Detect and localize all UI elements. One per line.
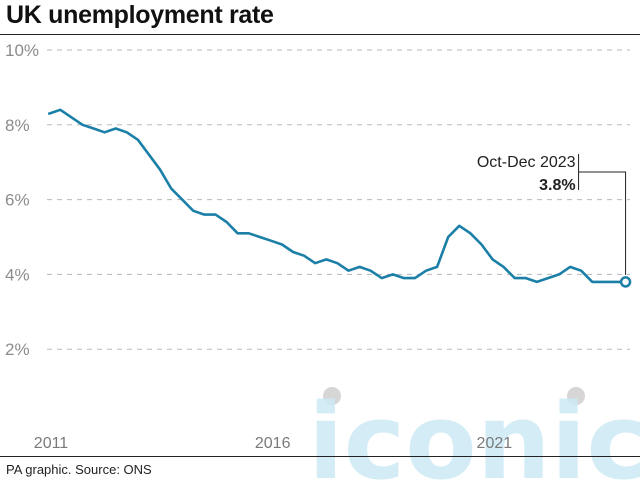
bottom-divider [0, 456, 640, 457]
y-tick-label: 6% [5, 191, 30, 210]
data-point [558, 273, 561, 276]
data-point [314, 262, 317, 265]
data-point [170, 187, 173, 190]
x-tick-label: 2016 [255, 435, 291, 452]
data-point [613, 281, 616, 284]
watermark-logo: iconic [308, 381, 640, 484]
y-tick-label: 8% [5, 116, 30, 135]
data-point [247, 232, 250, 235]
data-point [214, 213, 217, 216]
data-point [491, 258, 494, 261]
data-point [547, 277, 550, 280]
watermark-dot-left [323, 387, 341, 405]
annotation: Oct-Dec 2023 3.8% [477, 154, 632, 288]
data-point [392, 273, 395, 276]
data-point [192, 210, 195, 213]
data-point [347, 269, 350, 272]
data-point [292, 251, 295, 254]
data-point [369, 269, 372, 272]
annotation-period: Oct-Dec 2023 [477, 154, 576, 171]
data-point [591, 281, 594, 284]
x-axis-ticks: 2011 2016 2021 [34, 435, 512, 452]
data-point [281, 243, 284, 246]
data-point [569, 266, 572, 269]
y-tick-label: 10% [5, 41, 39, 60]
data-point [103, 131, 106, 134]
data-point [259, 236, 262, 239]
data-point [480, 243, 483, 246]
data-point [181, 198, 184, 201]
y-axis-ticks: 10% 8% 6% 4% 2% [5, 41, 39, 359]
data-point [81, 124, 84, 127]
data-point [270, 239, 273, 242]
y-tick-label: 2% [5, 340, 30, 359]
data-point [92, 127, 95, 130]
data-point [469, 232, 472, 235]
data-point [225, 221, 228, 224]
data-point [114, 127, 117, 130]
data-point [48, 112, 51, 115]
data-point [358, 266, 361, 269]
data-point [536, 281, 539, 284]
top-divider [0, 34, 640, 35]
data-point [70, 116, 73, 119]
data-point [525, 277, 528, 280]
annotation-leader [578, 154, 627, 275]
y-tick-label: 4% [5, 265, 30, 284]
data-point [602, 281, 605, 284]
data-point [425, 269, 428, 272]
data-point [236, 232, 239, 235]
series-line-0 [47, 108, 627, 284]
data-point [380, 277, 383, 280]
data-point [325, 258, 328, 261]
data-point [159, 168, 162, 171]
x-tick-label: 2021 [477, 435, 513, 452]
series-layer [47, 108, 627, 284]
data-point [126, 131, 129, 134]
source-note: PA graphic. Source: ONS [6, 462, 152, 477]
watermark-dot-right [567, 387, 585, 405]
data-point [336, 262, 339, 265]
data-point [303, 254, 306, 257]
data-point [447, 236, 450, 239]
data-point [203, 213, 206, 216]
data-point [414, 277, 417, 280]
data-point [436, 266, 439, 269]
data-point [59, 109, 62, 112]
data-point [580, 269, 583, 272]
x-tick-label: 2011 [34, 435, 69, 452]
latest-point-marker [619, 276, 632, 288]
data-point [148, 153, 151, 156]
data-point [513, 277, 516, 280]
data-point [403, 277, 406, 280]
data-point [137, 139, 140, 142]
annotation-value: 3.8% [539, 177, 575, 194]
watermark-text: iconic [308, 381, 640, 484]
gridlines [47, 49, 630, 350]
data-point [458, 225, 461, 228]
data-point [502, 266, 505, 269]
chart-title: UK unemployment rate [6, 1, 274, 29]
